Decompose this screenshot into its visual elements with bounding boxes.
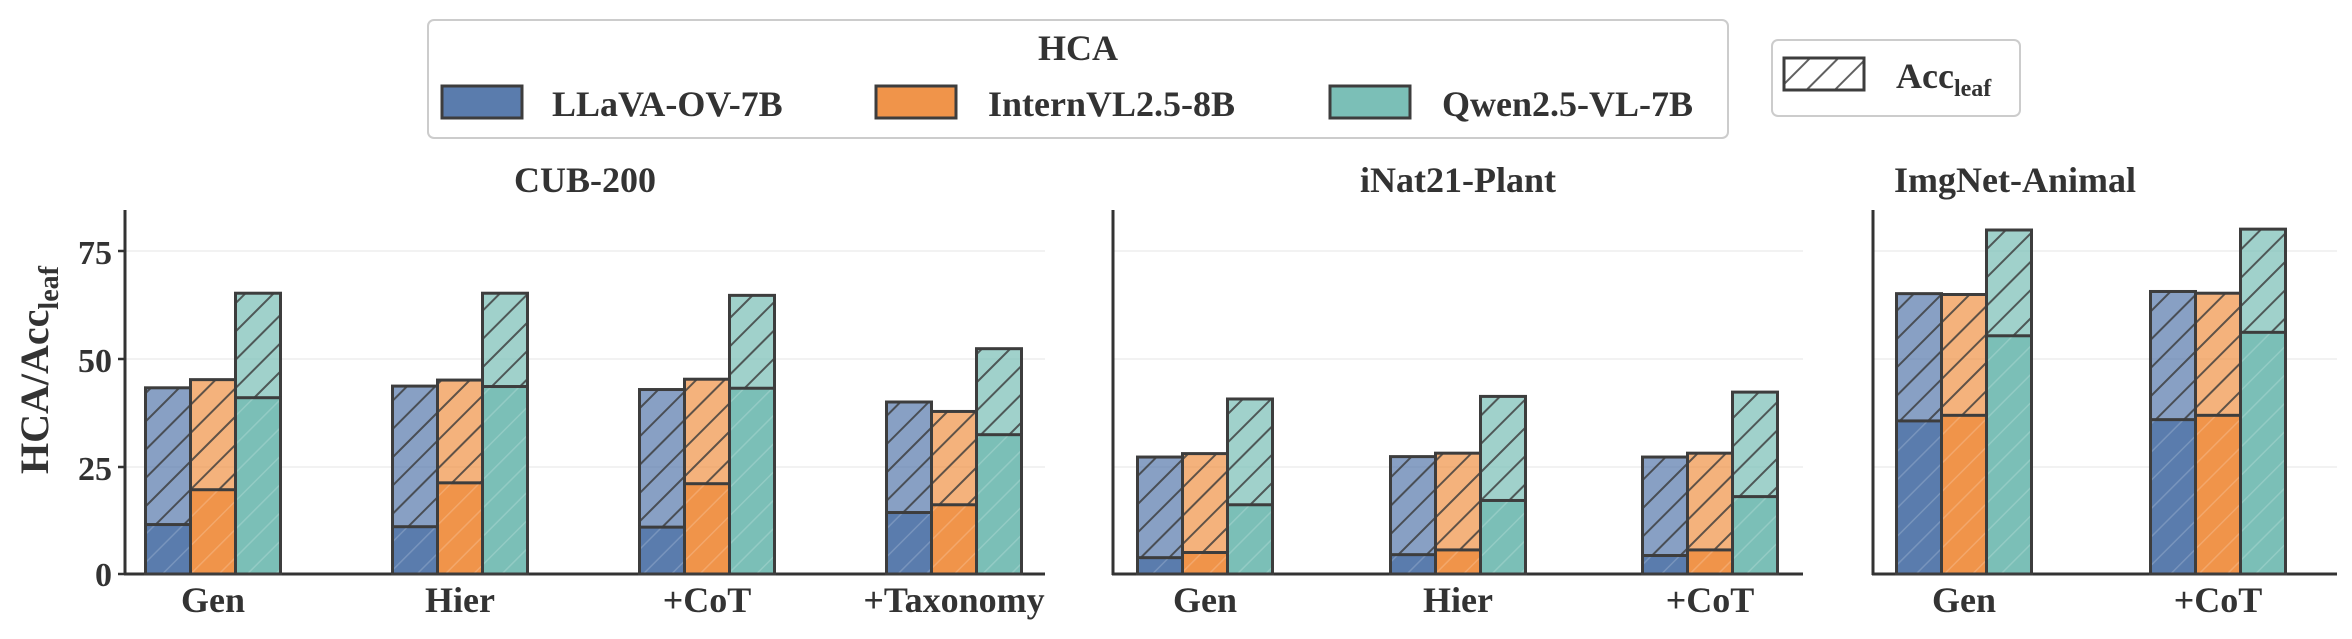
x-tick-cub-taxonomy: +Taxonomy bbox=[863, 580, 1044, 620]
x-tick-inat-gen: Gen bbox=[1173, 580, 1237, 620]
y-tick-0: 0 bbox=[95, 557, 112, 594]
bar-hca-hatch-inat-2-llava bbox=[1642, 555, 1688, 574]
legend-label-internvl: InternVL2.5-8B bbox=[988, 84, 1235, 124]
bar-hca-hatch-inat-1-qwen bbox=[1480, 500, 1526, 574]
bar-hca-hatch-inat-1-internvl bbox=[1435, 549, 1481, 574]
y-tick-50: 50 bbox=[78, 343, 112, 380]
bar-hca-hatch-imgnet-0-llava bbox=[1896, 420, 1942, 574]
bar-hca-hatch-imgnet-0-qwen bbox=[1986, 335, 2032, 574]
y-tick-25: 25 bbox=[78, 451, 112, 488]
x-tick-inat-hier: Hier bbox=[1423, 580, 1493, 620]
legend-swatch-llava bbox=[440, 84, 524, 120]
bar-hca-outline-inat-2-qwen bbox=[1731, 495, 1779, 576]
bar-hca-hatch-imgnet-1-internvl bbox=[2195, 415, 2241, 574]
x-tick-imgnet-cot: +CoT bbox=[2174, 580, 2263, 620]
bar-hca-hatch-cub-0-qwen bbox=[235, 397, 281, 574]
bar-hca-outline-cub-2-qwen bbox=[728, 386, 776, 576]
bar-hca-outline-inat-0-qwen bbox=[1226, 503, 1274, 576]
bar-hca-hatch-cub-2-qwen bbox=[729, 388, 775, 574]
bar-hca-outline-inat-1-qwen bbox=[1479, 498, 1527, 576]
x-tick-inat-cot: +CoT bbox=[1666, 580, 1755, 620]
bar-acc-hatch-inat-0-llava bbox=[1137, 457, 1183, 574]
bar-hca-hatch-inat-1-llava bbox=[1390, 554, 1436, 574]
acc-legend-swatch bbox=[1782, 56, 1866, 92]
legend-label-llava: LLaVA-OV-7B bbox=[552, 84, 783, 124]
bar-hca-hatch-imgnet-1-qwen bbox=[2240, 332, 2286, 574]
bar-hca-hatch-inat-0-internvl bbox=[1182, 552, 1228, 574]
bar-hca-hatch-cub-3-qwen bbox=[976, 434, 1022, 574]
bar-hca-hatch-cub-3-llava bbox=[886, 512, 932, 574]
bars-layer bbox=[144, 227, 2287, 576]
x-tick-imgnet-gen: Gen bbox=[1932, 580, 1996, 620]
bar-hca-hatch-inat-0-llava bbox=[1137, 557, 1183, 574]
bar-hca-hatch-cub-2-internvl bbox=[684, 483, 730, 574]
bar-hca-outline-imgnet-1-qwen bbox=[2239, 330, 2287, 576]
legend-swatch-internvl bbox=[874, 84, 958, 120]
panel-title-inat: iNat21-Plant bbox=[1360, 160, 1556, 200]
x-tick-cub-cot: +CoT bbox=[663, 580, 752, 620]
bar-hca-outline-cub-0-qwen bbox=[234, 396, 282, 576]
bar-hca-outline-cub-3-qwen bbox=[975, 433, 1023, 576]
bar-hca-hatch-cub-0-llava bbox=[145, 524, 191, 574]
bar-hca-hatch-inat-2-qwen bbox=[1732, 496, 1778, 574]
y-axis-label: HCA/Accleaf bbox=[12, 265, 65, 474]
bar-hca-outline-imgnet-0-qwen bbox=[1985, 334, 2033, 576]
bar-hca-hatch-cub-0-internvl bbox=[190, 489, 236, 574]
bar-hca-hatch-cub-1-internvl bbox=[437, 482, 483, 574]
x-tick-cub-hier: Hier bbox=[425, 580, 495, 620]
bar-hca-hatch-inat-2-internvl bbox=[1687, 549, 1733, 574]
acc-legend-label: Accleaf bbox=[1896, 56, 1992, 102]
legend-title: HCA bbox=[1038, 28, 1118, 68]
bar-hca-hatch-cub-1-qwen bbox=[482, 386, 528, 574]
panel-title-imgnet: ImgNet-Animal bbox=[1894, 160, 2136, 200]
legend-label-qwen: Qwen2.5-VL-7B bbox=[1442, 84, 1693, 124]
bar-hca-hatch-inat-0-qwen bbox=[1227, 504, 1273, 574]
y-tick-75: 75 bbox=[78, 235, 112, 272]
legend-swatch-qwen bbox=[1328, 84, 1412, 120]
bar-hca-hatch-cub-1-llava bbox=[392, 526, 438, 574]
bar-hca-outline-cub-1-qwen bbox=[481, 385, 529, 576]
bar-hca-hatch-cub-2-llava bbox=[639, 527, 685, 574]
bar-hca-hatch-imgnet-0-internvl bbox=[1941, 415, 1987, 574]
panel-title-cub: CUB-200 bbox=[514, 160, 656, 200]
bar-hca-hatch-cub-3-internvl bbox=[931, 504, 977, 574]
x-tick-cub-gen: Gen bbox=[181, 580, 245, 620]
bar-hca-hatch-imgnet-1-llava bbox=[2150, 419, 2196, 574]
